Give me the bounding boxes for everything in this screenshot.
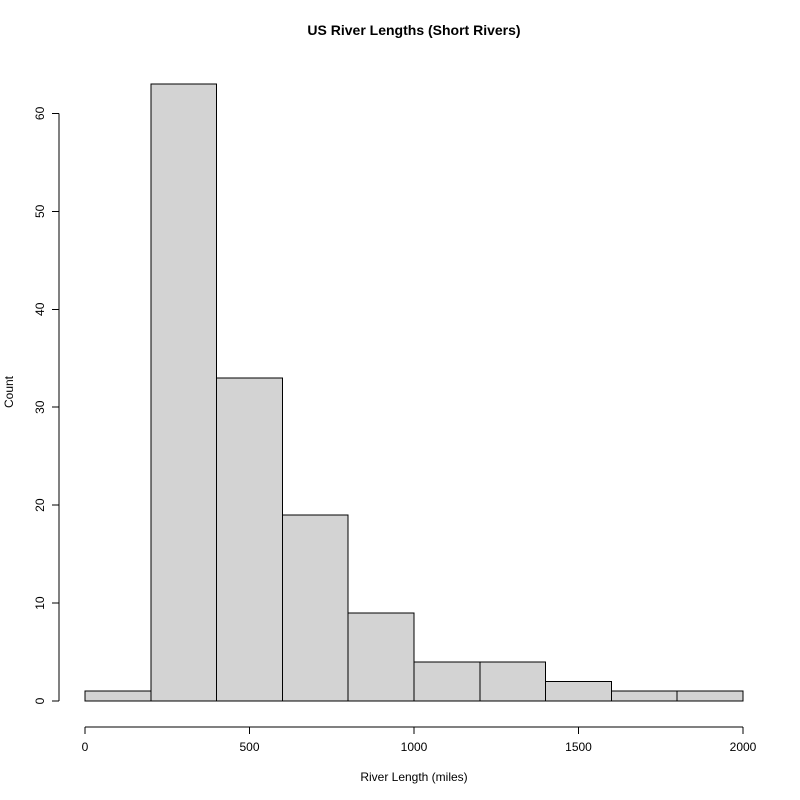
- y-axis-tick-label: 0: [33, 697, 47, 704]
- histogram-bar: [216, 377, 283, 702]
- histogram-bar: [281, 514, 349, 702]
- y-axis-tick-label: 20: [33, 498, 47, 512]
- histogram-bar: [610, 690, 678, 702]
- bars-group: [84, 83, 744, 702]
- y-axis-tick-label: 40: [33, 302, 47, 316]
- histogram-bar: [545, 680, 612, 702]
- y-axis-tick-label: 10: [33, 596, 47, 610]
- x-axis: 0 500 1000 1500 2000: [82, 726, 757, 754]
- histogram-bar: [479, 661, 547, 702]
- y-axis-label: Count: [2, 375, 16, 408]
- y-axis-tick-label: 50: [33, 204, 47, 218]
- x-axis-tick-label: 2000: [730, 740, 757, 754]
- y-axis-tick-label: 30: [33, 400, 47, 414]
- histogram-bar: [150, 83, 218, 702]
- x-axis-tick-label: 500: [239, 740, 259, 754]
- histogram-bar: [84, 690, 152, 702]
- chart-title: US River Lengths (Short Rivers): [307, 22, 520, 38]
- x-axis-tick-label: 1000: [401, 740, 428, 754]
- x-axis-tick-label: 0: [82, 740, 89, 754]
- y-axis-tick-label: 60: [33, 106, 47, 120]
- x-axis-tick-label: 1500: [565, 740, 592, 754]
- histogram-bar: [676, 690, 744, 702]
- x-axis-label: River Length (miles): [360, 770, 467, 784]
- histogram-bar: [413, 661, 481, 702]
- y-axis: 0 10 20 30 40 50 60: [33, 106, 60, 704]
- histogram-bar: [347, 612, 415, 702]
